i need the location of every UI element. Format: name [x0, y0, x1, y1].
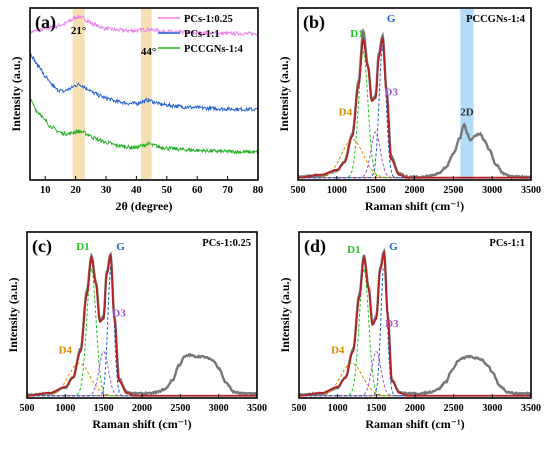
- panel-c: D4 D1 D3 G PCs-1:0.25 500 1000 1500 2000 2500 3000…: [6, 231, 267, 431]
- fit-component-G: [299, 263, 531, 397]
- x-tick-label: 500: [20, 403, 35, 414]
- x-tick-label: 3500: [521, 185, 541, 196]
- x-tick-label: 20: [70, 185, 81, 196]
- x-tick-label: 2500: [170, 403, 190, 414]
- legend-label: PCs-1:1: [184, 29, 220, 40]
- axes-frame: [298, 231, 532, 399]
- panel-title: PCs-1:0.25: [202, 238, 251, 249]
- peak-annotation: 21°: [71, 25, 86, 37]
- x-tick-label: 70: [222, 185, 233, 196]
- axes-frame: [29, 7, 259, 181]
- peak-band-1: [140, 9, 152, 179]
- x-tick-label: 40: [131, 185, 142, 196]
- x-axis-label: Raman shift (cm⁻¹): [92, 417, 191, 431]
- peak-label-2D: 2D: [460, 107, 474, 119]
- x-tick-label: 3000: [482, 403, 502, 414]
- panel-label: (a): [35, 12, 56, 33]
- peak-label-D4: D4: [339, 107, 353, 119]
- x-tick-label: 2500: [443, 185, 463, 196]
- x-tick-label: 1500: [366, 403, 386, 414]
- y-axis-label: Intensity (a.u.): [9, 56, 23, 131]
- panel-b: D4 D1 D3 G 2D PCCGNs-1:4 500 1000 1500 2000 2500 30…: [277, 7, 541, 213]
- axes-frame: [26, 231, 258, 399]
- series-line-PCCGNs-1:4: [29, 98, 259, 156]
- x-tick-label: 1000: [327, 185, 347, 196]
- x-tick-label: 2000: [405, 403, 425, 414]
- y-axis-label: Intensity (a.u.): [278, 277, 292, 352]
- peak-band-0: [72, 9, 85, 179]
- x-tick-label: 2000: [405, 185, 425, 196]
- x-tick-label: 3500: [247, 403, 267, 414]
- peak-label-D1: D1: [347, 244, 360, 256]
- x-tick-label: 50: [162, 185, 173, 196]
- panel-d: D4 D1 D3 G PCs-1:1 500 1000 1500 2000 2500 3000 350…: [278, 231, 541, 431]
- panel-title: PCCGNs-1:4: [466, 14, 526, 25]
- peak-label-D4: D4: [331, 345, 345, 357]
- fit-envelope-line: [297, 36, 531, 179]
- y-axis-label: Intensity (a.u.): [6, 277, 20, 352]
- peak-label-G: G: [389, 241, 398, 253]
- peak-label-D3: D3: [385, 318, 399, 330]
- x-tick-label: 10: [40, 185, 51, 196]
- legend-label: PCs-1:0.25: [184, 14, 233, 25]
- fit-component-D4: [27, 362, 257, 397]
- raw-spectrum-line: [26, 251, 258, 397]
- x-axis-label: Raman shift (cm⁻¹): [365, 417, 464, 431]
- series-line-PCs-1:1: [29, 52, 259, 113]
- peak-label-G: G: [116, 241, 125, 253]
- panel-title: PCs-1:1: [489, 238, 525, 249]
- peak-label-D3: D3: [112, 307, 126, 319]
- x-tick-label: 1500: [94, 403, 114, 414]
- x-tick-label: 3000: [209, 403, 229, 414]
- y-axis-label: Intensity (a.u.): [277, 56, 291, 131]
- raw-spectrum-line: [297, 27, 532, 180]
- fit-envelope-line: [298, 250, 531, 397]
- x-tick-label: 30: [101, 185, 112, 196]
- panel-label: (d): [304, 236, 326, 257]
- series-line-PCs-1:0.25: [29, 14, 259, 37]
- x-tick-label: 1000: [55, 403, 75, 414]
- panel-label: (c): [32, 236, 52, 257]
- highlight-band-2d: [460, 9, 474, 179]
- axes-frame: [297, 7, 532, 181]
- x-tick-label: 80: [253, 185, 264, 196]
- x-tick-label: 60: [192, 185, 203, 196]
- x-tick-label: 1500: [366, 185, 386, 196]
- x-axis-label: Raman shift (cm⁻¹): [365, 199, 464, 213]
- peak-label-D3: D3: [384, 87, 398, 99]
- x-tick-label: 500: [291, 185, 306, 196]
- x-tick-label: 3000: [482, 185, 502, 196]
- x-tick-label: 500: [292, 403, 307, 414]
- x-tick-label: 2500: [444, 403, 464, 414]
- fit-component-G: [298, 45, 531, 179]
- x-tick-label: 3500: [521, 403, 541, 414]
- peak-label-D4: D4: [59, 345, 73, 357]
- fit-component-D1: [298, 50, 531, 179]
- panel-label: (b): [303, 12, 325, 33]
- legend-label: PCCGNs-1:4: [184, 44, 244, 55]
- peak-label-D1: D1: [350, 28, 363, 40]
- x-axis-label: 2θ (degree): [115, 199, 172, 213]
- raw-spectrum-line: [298, 247, 532, 397]
- panel-a: 21° 44° PCs-1:0.25 PCs-1:1 PCCGNs-1:4 10 20 30 4…: [9, 7, 264, 213]
- x-tick-label: 1000: [328, 403, 348, 414]
- x-tick-label: 2000: [132, 403, 152, 414]
- peak-label-G: G: [387, 13, 396, 25]
- peak-label-D1: D1: [76, 241, 89, 253]
- peak-annotation: 44°: [141, 46, 156, 58]
